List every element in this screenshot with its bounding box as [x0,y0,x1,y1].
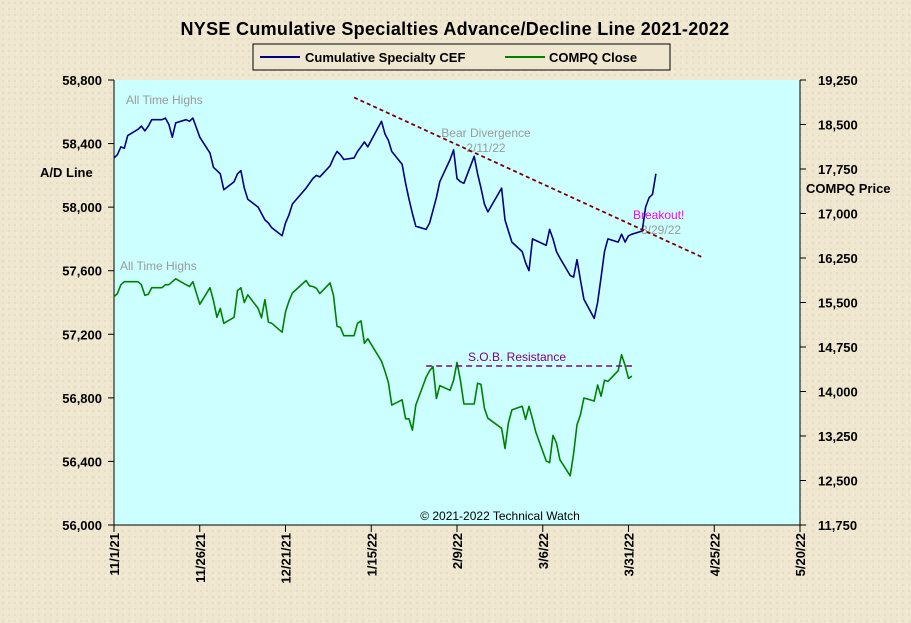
legend-label-compq: COMPQ Close [549,50,637,65]
left-tick-label: 56,000 [62,518,102,533]
x-tick-label: 3/6/22 [536,533,551,569]
left-tick-label: 58,400 [62,137,102,152]
left-axis-label: A/D Line [40,165,93,180]
right-tick-label: 19,250 [818,73,858,88]
x-tick-label: 3/31/22 [622,533,637,576]
x-tick-label: 2/9/22 [450,533,465,569]
axis-ticks: 56,000 56,400 56,800 57,200 57,600 58,000 58,4… [62,73,858,584]
right-tick-label: 17,750 [818,162,858,177]
annotation-breakout: Breakout! [633,208,684,222]
copyright-text: © 2021-2022 Technical Watch [420,509,580,523]
x-tick-label: 5/20/22 [793,533,808,576]
legend-label-cef: Cumulative Specialty CEF [305,50,465,65]
left-tick-label: 58,800 [62,73,102,88]
right-tick-label: 17,000 [818,207,858,222]
right-tick-label: 16,250 [818,251,858,266]
series-lines [113,96,705,477]
right-tick-label: 18,500 [818,118,858,133]
legend-box [252,43,671,71]
left-tick-label: 57,600 [62,264,102,279]
x-tick-label: 12/21/21 [279,533,294,584]
series-line-cef [113,117,657,320]
right-tick-label: 15,500 [818,296,858,311]
annotation-bear-divergence: Bear Divergence [441,126,531,140]
x-tick-label: 11/26/21 [193,533,208,583]
x-tick-label: 11/1/21 [107,533,122,576]
right-tick-label: 12,500 [818,474,858,489]
series-line-compq [113,277,633,477]
annotation-breakout-date: 3/29/22 [641,223,681,237]
left-tick-label: 56,800 [62,391,102,406]
x-tick-label: 1/15/22 [364,533,379,576]
right-axis-label: COMPQ Price [806,181,891,196]
legend: Cumulative Specialty CEF COMPQ Close [252,43,671,71]
annotation-bear-divergence-date: 2/11/22 [466,141,505,155]
annotation-resistance: S.O.B. Resistance [468,350,566,364]
right-tick-label: 11,750 [818,518,857,533]
annotation-all-time-highs-cef: All Time Highs [126,93,203,107]
x-tick-label: 4/25/22 [707,533,722,576]
right-tick-label: 14,750 [818,340,858,355]
right-tick-label: 13,250 [818,429,858,444]
left-tick-label: 56,400 [62,454,102,469]
left-tick-label: 57,200 [62,327,102,342]
plot-area [114,80,800,525]
right-tick-label: 14,000 [818,385,858,400]
bear-divergence-trendline [353,96,705,259]
left-tick-label: 58,000 [62,200,102,215]
annotation-all-time-highs-compq: All Time Highs [120,259,197,273]
chart-title: NYSE Cumulative Specialties Advance/Decl… [181,19,730,39]
